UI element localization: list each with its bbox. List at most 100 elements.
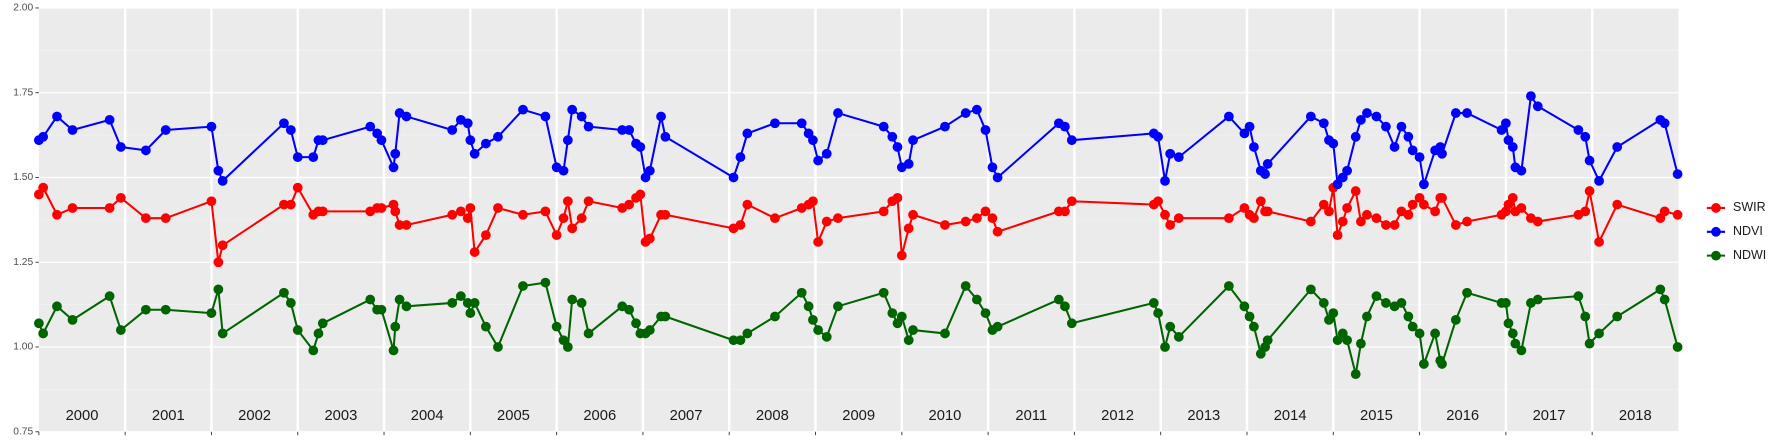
data-point	[1332, 230, 1343, 241]
data-point	[660, 209, 671, 220]
data-point	[1066, 318, 1077, 329]
data-point	[1414, 152, 1425, 163]
data-point	[317, 318, 328, 329]
data-point	[908, 135, 918, 146]
y-tick-label: 1.25	[13, 257, 33, 268]
data-point	[821, 331, 832, 342]
data-point	[1328, 138, 1339, 149]
data-point	[480, 230, 491, 241]
data-point	[394, 294, 405, 305]
data-point	[892, 192, 903, 203]
data-point	[987, 162, 998, 173]
data-point	[1249, 142, 1259, 152]
data-point	[562, 196, 573, 207]
data-point	[480, 321, 491, 332]
data-point	[1462, 108, 1472, 118]
data-point	[1371, 213, 1382, 224]
data-point	[38, 328, 49, 339]
data-point	[1160, 342, 1170, 352]
data-point	[1060, 121, 1070, 132]
data-point	[562, 342, 573, 352]
data-point	[518, 104, 528, 115]
data-point	[833, 301, 843, 312]
data-point	[1672, 169, 1683, 179]
data-point	[1516, 345, 1527, 356]
data-point	[540, 277, 551, 288]
data-point	[376, 203, 387, 213]
data-point	[1381, 121, 1391, 132]
data-point	[558, 165, 569, 176]
data-point	[980, 308, 991, 318]
data-point	[1612, 142, 1623, 152]
data-point	[576, 298, 587, 308]
data-point	[465, 203, 476, 213]
data-point	[376, 304, 387, 315]
data-point	[551, 230, 562, 241]
data-point	[742, 199, 753, 210]
data-point	[624, 125, 635, 135]
x-tick-label: 2012	[1101, 408, 1134, 424]
data-point	[160, 304, 171, 315]
data-point	[878, 206, 889, 217]
data-point	[813, 325, 823, 335]
data-point	[1672, 342, 1683, 352]
data-point	[279, 287, 289, 298]
data-point	[1371, 111, 1382, 122]
data-point	[1262, 335, 1273, 346]
data-point	[1584, 338, 1595, 349]
data-point	[583, 121, 594, 132]
data-point	[462, 213, 473, 224]
data-point	[1239, 301, 1250, 312]
data-point	[1356, 216, 1366, 227]
data-point	[1573, 291, 1584, 302]
data-point	[1223, 213, 1234, 224]
data-point	[1396, 121, 1407, 132]
data-point	[1532, 216, 1543, 227]
data-point	[401, 111, 412, 122]
data-point	[308, 152, 319, 163]
data-point	[1672, 209, 1683, 220]
x-tick-label: 2015	[1360, 408, 1393, 424]
data-point	[1594, 328, 1604, 339]
data-point	[1173, 331, 1184, 342]
data-point	[52, 301, 62, 312]
data-point	[1262, 206, 1273, 217]
data-point	[960, 108, 971, 118]
data-point	[1305, 111, 1316, 122]
data-point	[279, 199, 289, 210]
y-tick-label: 1.00	[13, 342, 33, 353]
data-point	[1342, 165, 1352, 176]
data-point	[803, 301, 814, 312]
data-point	[1594, 175, 1604, 186]
data-point	[388, 345, 399, 356]
data-point	[447, 209, 458, 220]
data-point	[940, 220, 950, 230]
data-point	[67, 125, 78, 135]
data-point	[576, 213, 587, 224]
data-point	[770, 311, 780, 322]
data-point	[217, 240, 228, 251]
data-point	[992, 172, 1003, 183]
data-point	[493, 342, 503, 352]
data-point	[1437, 192, 1447, 203]
x-tick-label: 2016	[1446, 408, 1479, 424]
data-point	[292, 325, 303, 335]
data-point	[1239, 203, 1250, 213]
data-point	[493, 203, 503, 213]
data-point	[972, 213, 982, 224]
data-point	[742, 128, 753, 139]
data-point	[67, 314, 78, 325]
data-point	[972, 104, 982, 115]
data-point	[52, 209, 62, 220]
data-point	[1584, 155, 1595, 166]
data-point	[1403, 311, 1414, 322]
data-point	[38, 131, 49, 142]
data-point	[813, 237, 823, 247]
data-point	[455, 206, 466, 217]
data-point	[1262, 159, 1273, 169]
data-point	[813, 155, 823, 166]
data-point	[1580, 311, 1591, 322]
data-point	[1396, 298, 1407, 308]
data-point	[52, 111, 62, 122]
data-point	[1350, 369, 1361, 380]
